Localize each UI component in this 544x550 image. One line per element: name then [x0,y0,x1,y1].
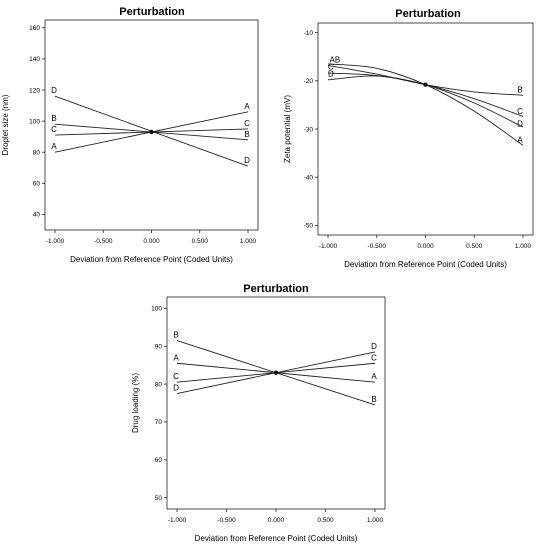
series-label-end: D [244,156,250,165]
droplet-size-chart: Perturbation Deviation from Reference Poi… [1,6,259,264]
x-tick-label: 0.500 [466,243,483,250]
series-line-c [327,72,524,117]
x-tick-label: 1.000 [515,243,532,250]
y-tick-label: 60 [33,181,41,188]
series-label: A [517,135,523,144]
series-line-a [327,63,524,146]
y-tick-label: 120 [29,87,40,94]
y-axis-label: Zeta potential (mV) [283,95,292,163]
series-label-end: A [244,102,250,111]
y-tick-label: 80 [155,381,163,388]
y-tick-label: 50 [155,495,163,502]
series-label-start: A [51,142,57,151]
y-tick-label: 90 [155,344,163,351]
series-label-start: B [173,331,178,340]
y-tick-label: 40 [33,212,41,219]
series-label-start: D [173,384,179,393]
x-tick-label: -0.500 [94,238,113,245]
series-label-start: B [51,114,56,123]
series-label: C [328,63,334,72]
reference-point [273,370,279,375]
series-line-b [327,64,524,96]
y-tick-label: 70 [155,419,163,426]
series-label-start: D [51,86,57,95]
series-label-start: A [173,353,179,362]
x-tick-label: -1.000 [168,517,187,524]
x-tick-label: -1.000 [319,243,338,250]
y-axis-label: Drug loading (%) [131,373,140,433]
x-axis-label: Deviation from Reference Point (Coded Un… [344,260,507,269]
series-label: D [328,69,334,78]
x-tick-label: -0.500 [368,243,387,250]
series-label-end: C [371,353,377,362]
y-tick-label: 100 [29,118,40,125]
series-label: B [517,85,522,94]
chart-title: Perturbation [395,8,461,20]
y-tick-label: -20 [304,78,314,85]
series-label: AB [329,55,340,64]
y-tick-label: 140 [29,56,40,63]
y-axis-label: Droplet size (nm) [1,94,10,155]
series-label: C [517,107,523,116]
x-tick-label: 0.000 [143,238,160,245]
series-label-end: D [371,342,377,351]
series-label-start: C [173,372,179,381]
chart-title: Perturbation [243,283,309,295]
series-label: D [517,120,523,129]
y-tick-label: 100 [151,306,162,313]
y-tick-label: -40 [304,174,314,181]
x-axis-label: Deviation from Reference Point (Coded Un… [195,534,358,543]
series-label-end: B [244,130,249,139]
y-tick-label: -50 [304,223,314,230]
reference-point [149,129,154,135]
series-label-start: C [51,125,57,134]
reference-point [423,82,428,87]
x-axis-label: Deviation from Reference Point (Coded Un… [70,255,233,264]
x-tick-label: -1.000 [46,238,65,245]
y-tick-label: -30 [304,126,314,133]
series-label-end: A [371,372,377,381]
x-tick-label: -0.500 [217,517,236,524]
y-tick-label: -10 [304,30,314,37]
plot-frame [166,296,386,510]
y-tick-label: 80 [33,150,41,157]
plot-frame [44,19,259,231]
drug-loading-chart: Perturbation Deviation from Reference Poi… [131,283,386,543]
chart-title: Perturbation [119,6,185,18]
zeta-potential-chart: Perturbation Deviation from Reference Poi… [283,8,534,269]
x-tick-label: 1.000 [367,517,384,524]
y-tick-label: 60 [155,457,163,464]
x-tick-label: 0.000 [417,243,434,250]
x-tick-label: 0.500 [317,517,334,524]
y-tick-label: 160 [29,25,40,32]
series-label-end: C [244,119,250,128]
x-tick-label: 0.500 [192,238,209,245]
series-label-end: B [371,395,376,404]
x-tick-label: 0.000 [268,517,285,524]
x-tick-label: 1.000 [240,238,257,245]
